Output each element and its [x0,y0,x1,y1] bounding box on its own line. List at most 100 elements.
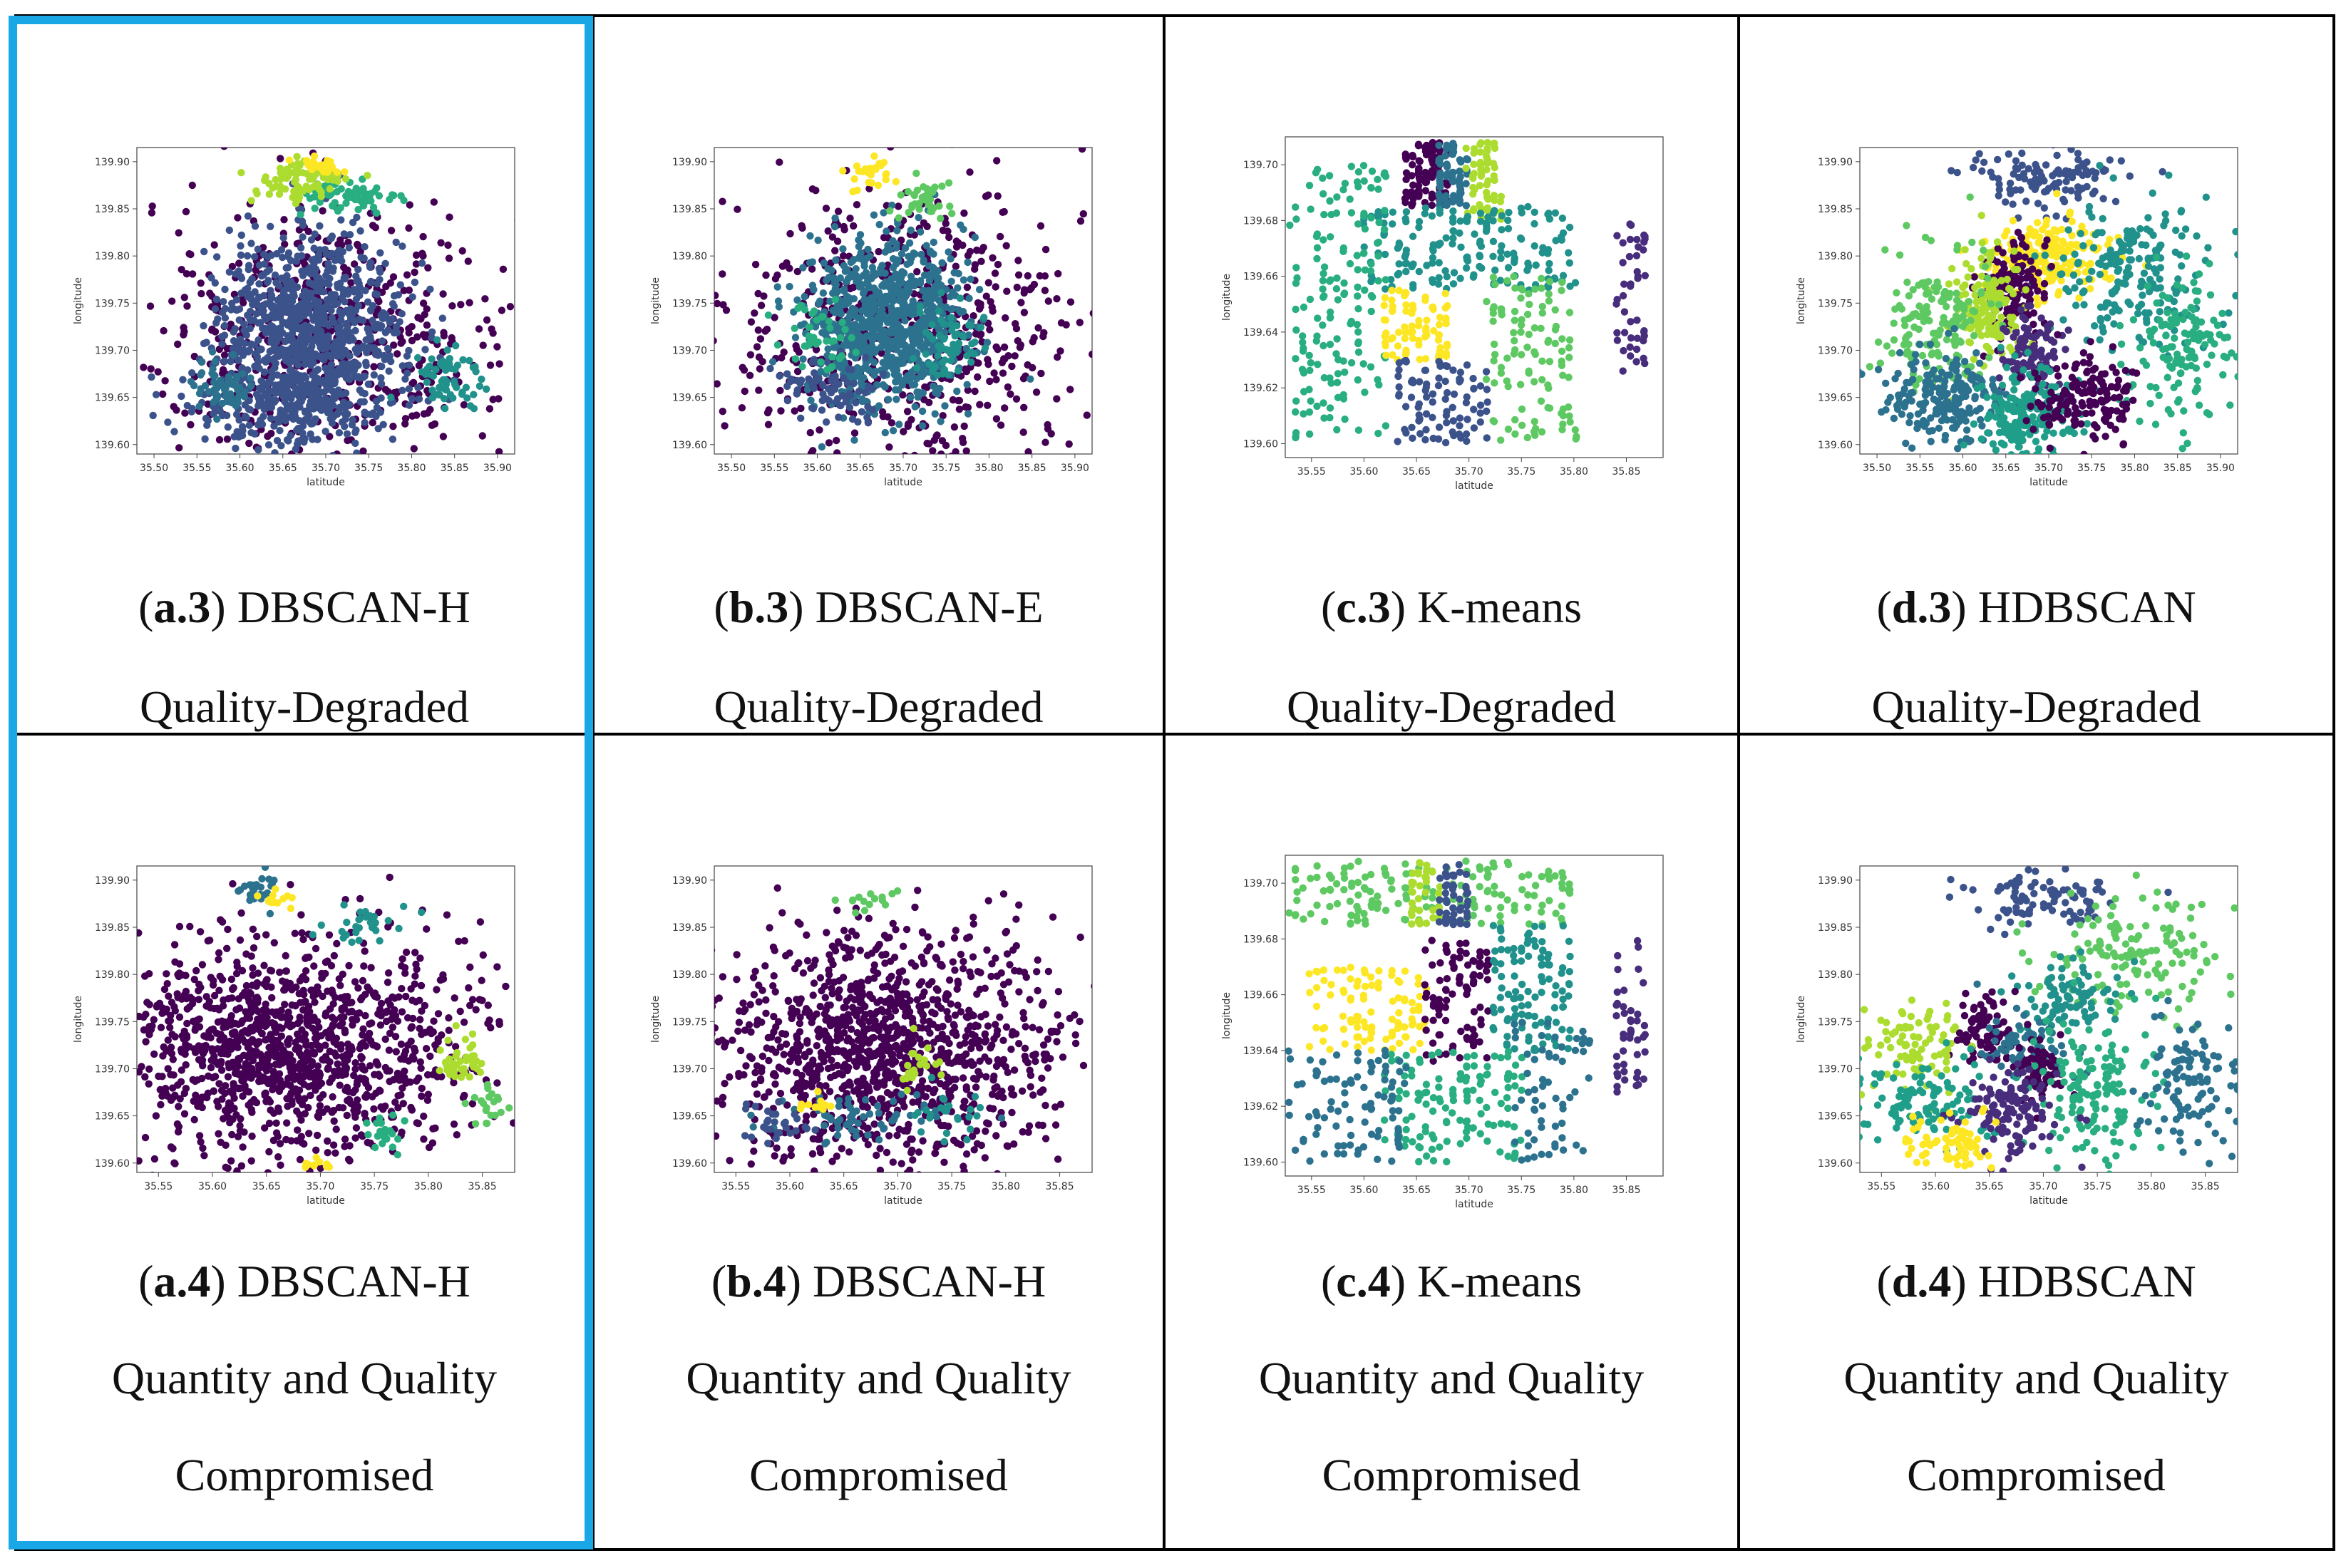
scatter-point [868,384,876,393]
scatter-point [1456,217,1464,225]
scatter-point [1504,264,1513,272]
scatter-point [341,175,350,183]
scatter-point [762,271,770,279]
scatter-point [1293,274,1301,282]
scatter-point [361,243,369,251]
scatter-point [1354,220,1362,228]
scatter-point [334,299,341,307]
scatter-point [1012,320,1019,328]
scatter-point [1032,388,1041,396]
scatter-point [850,436,858,444]
scatter-point [903,284,911,292]
scatter-point [393,350,401,358]
scatter-point [376,249,384,257]
scatter-point [938,259,946,267]
scatter-point [1353,252,1361,259]
scatter-point [1333,193,1341,201]
scatter-point [353,277,361,285]
scatter-point [428,394,436,402]
scatter-point [441,404,449,413]
scatter-point [820,259,828,267]
scatter-point [1041,287,1049,294]
scatter-point [259,324,267,332]
scatter-point [1969,163,1977,172]
scatter-point [246,307,254,316]
scatter-point [317,404,325,413]
scatter-point [1014,257,1022,264]
scatter-point [1381,294,1389,301]
scatter-point [1443,163,1451,171]
scatter-point [600,289,607,296]
scatter-point [369,301,377,310]
scatter-point [321,428,329,435]
y-tick-label: 139.60 [95,440,130,451]
scatter-point [775,490,782,497]
scatter-point [369,316,376,324]
scatter-point [109,326,116,333]
scatter-point [495,448,503,454]
scatter-point [411,268,418,277]
scatter-point [259,250,268,258]
scatter-point [840,374,848,382]
scatter-point [221,314,230,322]
scatter-point [1449,207,1457,215]
scatter-point [1361,388,1369,396]
scatter-point [291,178,299,186]
scatter-point [879,370,887,378]
scatter-point [369,418,376,427]
scatter-point [1497,436,1505,444]
scatter-point [1416,430,1424,438]
scatter-point [1389,208,1396,216]
y-tick-label: 139.70 [1243,160,1278,171]
scatter-point [1483,297,1491,306]
scatter-point [1422,172,1430,181]
scatter-point [901,452,909,454]
cluster-4 [764,296,860,373]
scatter-point [2054,166,2062,174]
scatter-point [864,245,872,254]
scatter-point [875,325,884,334]
scatter-point [1111,299,1118,306]
scatter-point [353,349,361,357]
x-tick-label: 35.70 [889,463,917,474]
scatter-point [893,356,901,364]
scatter-point [886,362,895,370]
scatter-point [1421,355,1430,363]
scatter-point [1462,164,1470,172]
scatter-point [865,185,873,192]
scatter-point [1558,357,1565,365]
scatter-point [327,361,336,368]
scatter-point [235,259,243,267]
scatter-point [1409,328,1416,336]
scatter-point [1360,177,1368,185]
scatter-point [1402,208,1411,216]
scatter-point [1333,335,1341,343]
scatter-point [354,373,362,381]
scatter-point [403,352,411,360]
scatter-point [213,415,221,423]
scatter-point [1491,280,1499,289]
y-tick-label: 139.70 [672,345,707,356]
scatter-point [853,162,861,170]
scatter-point [465,356,473,365]
scatter-point [170,428,178,435]
scatter-point [783,259,791,267]
scatter-point [1054,269,1062,278]
scatter-point [1000,343,1009,351]
scatter-point [1627,221,1635,229]
scatter-point [798,363,806,371]
scatter-point [370,371,378,379]
scatter-point [398,386,406,394]
scatter-point [299,233,307,241]
scatter-point [953,321,961,330]
scatter-point [946,202,954,210]
scatter-point [1422,410,1431,418]
scatter-point [187,421,195,429]
scatter-point [276,426,284,435]
scatter-point [243,252,252,260]
scatter-point [783,382,791,391]
scatter-point [310,244,318,252]
scatter-point [1334,370,1342,378]
scatter-point [516,225,523,232]
scatter-point [448,302,456,310]
